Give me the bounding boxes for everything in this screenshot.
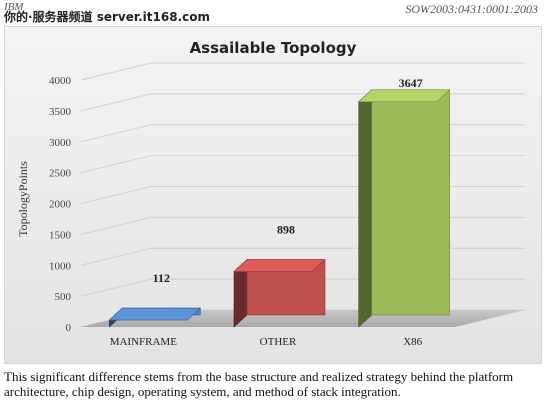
bar-top-face (233, 259, 326, 272)
y-tick-label: 1500 (49, 229, 72, 241)
grid-line (80, 124, 525, 143)
category-label: OTHER (260, 336, 297, 348)
bar-other (233, 258, 326, 328)
grid-line (80, 155, 525, 174)
document-id: SOW2003:0431:0001:2003 (405, 2, 538, 16)
category-label: X86 (403, 336, 422, 348)
chart-panel: Assailable Topology TopologyPoints 0 500 1… (4, 26, 542, 364)
category-label: MAINFRAME (110, 336, 178, 348)
y-tick-label: 3000 (49, 137, 72, 149)
bar-top-face (357, 89, 451, 103)
y-axis-label: TopologyPoints (16, 161, 30, 237)
grid-line (80, 62, 525, 81)
bar-top-face (108, 307, 202, 321)
y-tick-label: 500 (55, 291, 72, 303)
chart-caption: This significant difference stems from t… (4, 369, 514, 399)
y-tick-label: 4000 (49, 75, 72, 87)
grid-line (80, 216, 525, 235)
category-labels: MAINFRAME OTHER X86 (110, 336, 423, 348)
data-labels: 112 898 3647 (153, 76, 423, 285)
chart-title: Assailable Topology (190, 39, 357, 57)
bar-mainframe (108, 307, 202, 328)
y-tick-label: 2500 (49, 168, 72, 180)
company-label: IBM (4, 1, 24, 13)
grid-line (80, 93, 525, 112)
bar-x86 (357, 89, 451, 328)
bar-chart: Assailable Topology TopologyPoints 0 500 1… (16, 39, 525, 348)
y-tick-label: 2000 (49, 199, 72, 211)
bars (108, 89, 451, 328)
page-header: IBM 你的·服务器频道 server.it168.com SOW2003:04… (0, 0, 544, 24)
y-tick-labels: 0 500 1000 1500 2000 2500 3000 3500 4000 (49, 75, 72, 334)
bar-side-face (358, 89, 372, 328)
y-tick-label: 3500 (49, 106, 72, 118)
y-tick-label: 1000 (49, 260, 72, 272)
data-label: 112 (153, 271, 170, 285)
bar-front-face (371, 89, 450, 316)
grid-line (80, 186, 525, 204)
site-watermark: 你的·服务器频道 server.it168.com (4, 10, 210, 24)
y-tick-label: 0 (66, 322, 72, 334)
data-label: 3647 (399, 76, 423, 90)
data-label: 898 (277, 223, 295, 237)
